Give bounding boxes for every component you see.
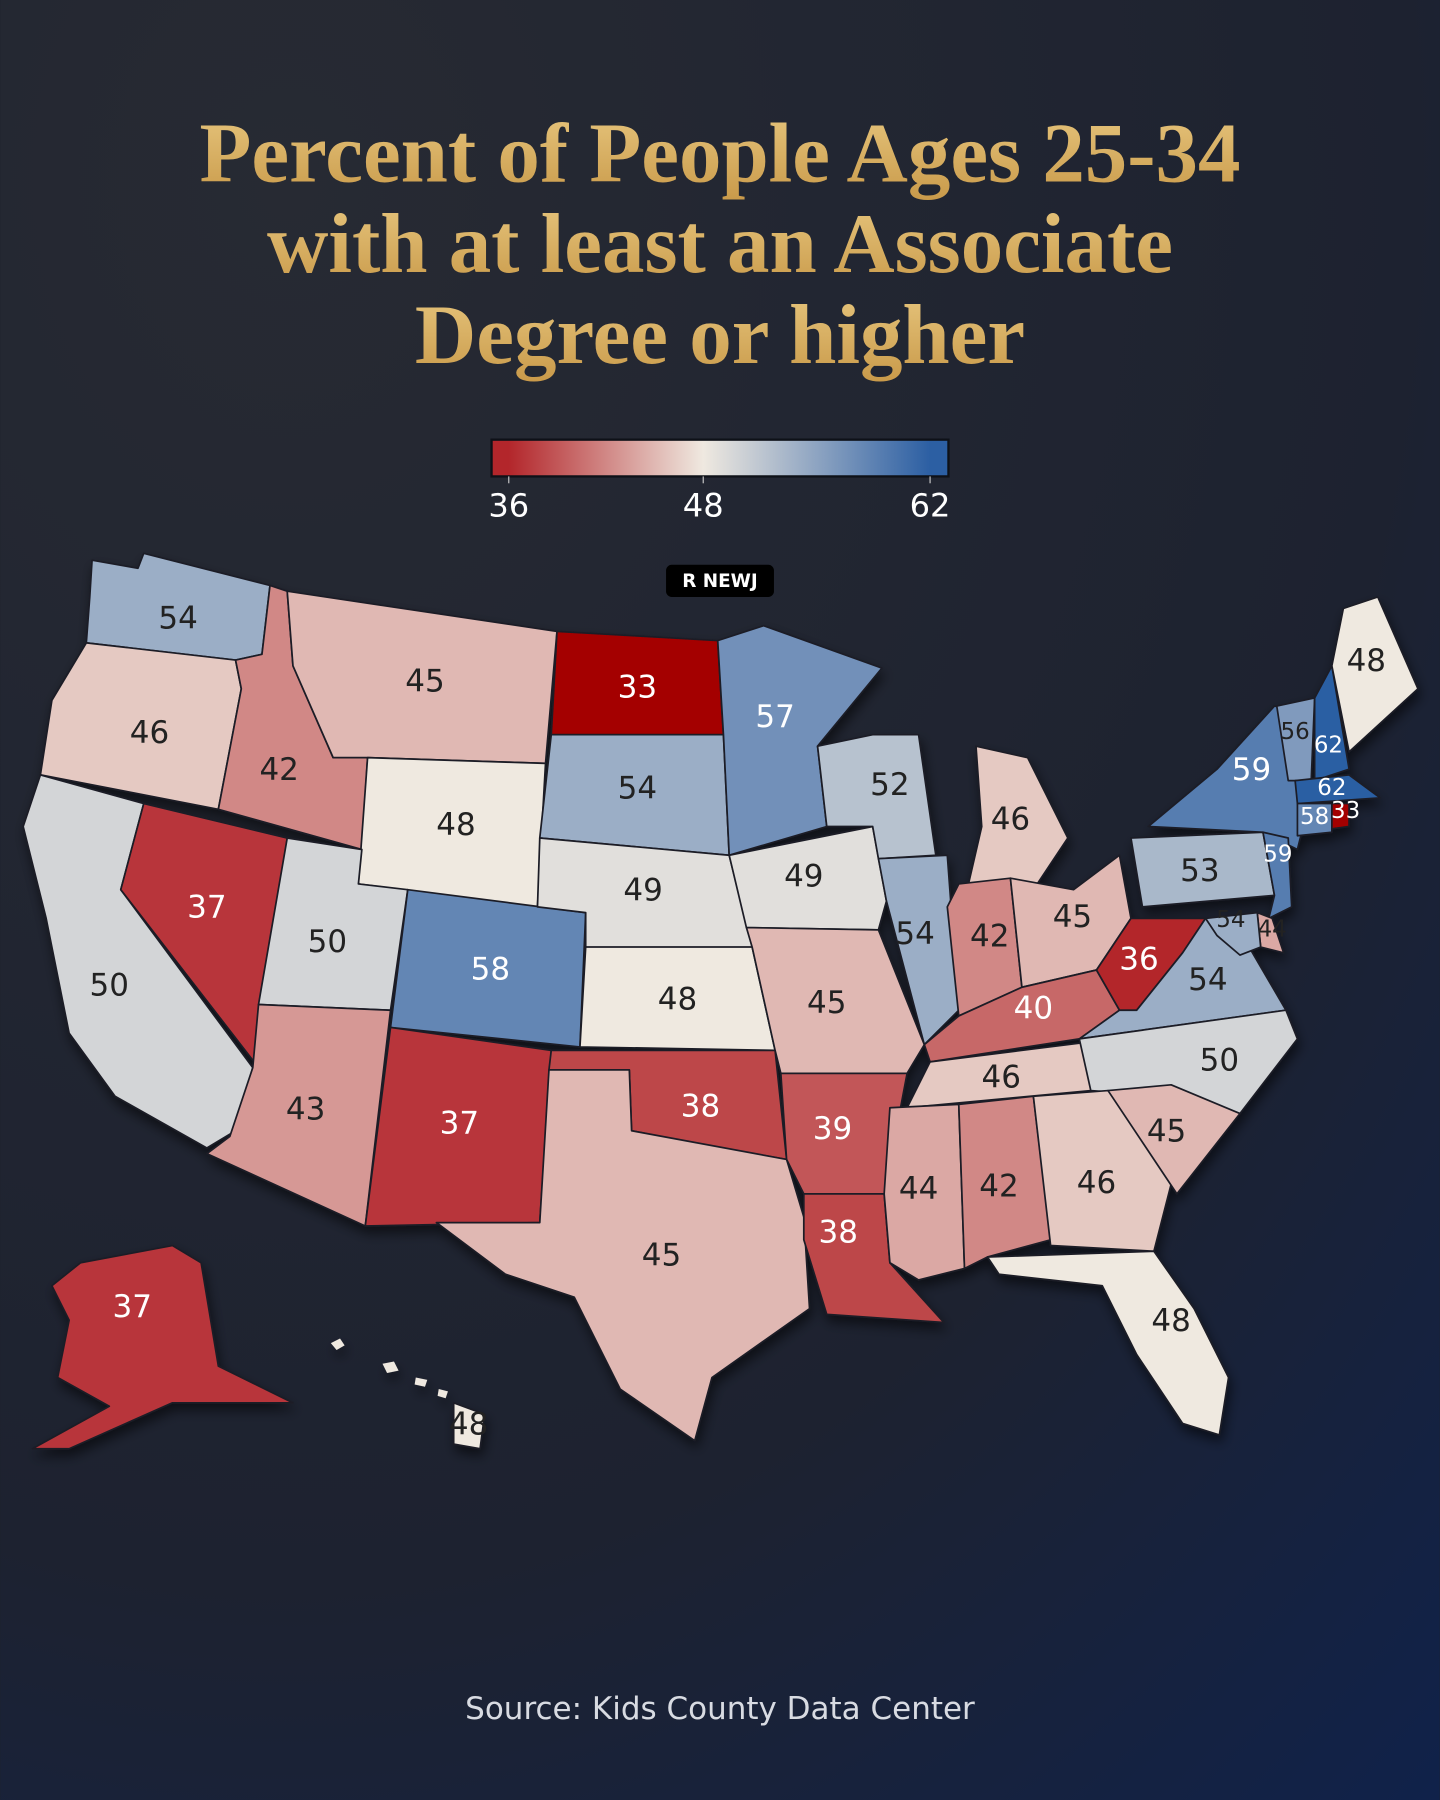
state-value-label: 38: [681, 1088, 720, 1124]
state: [1331, 802, 1350, 830]
state-value-label: 45: [405, 664, 444, 700]
state-value-label: 45: [1053, 899, 1092, 935]
state: [452, 1401, 486, 1450]
state: [435, 1069, 811, 1442]
state-value-label: 52: [870, 767, 909, 803]
state-value-label: 49: [784, 859, 823, 895]
state-value-label: 46: [991, 801, 1030, 837]
legend-bar: [490, 438, 950, 478]
source: Source: Kids County Data Center: [465, 1691, 975, 1727]
state-value-label: 54: [1216, 907, 1245, 933]
state-value-label: 57: [755, 699, 794, 735]
state: [1296, 802, 1333, 837]
state: [31, 1244, 294, 1450]
state-value-label: 45: [1147, 1114, 1186, 1150]
island: [330, 1338, 448, 1399]
state-value-label: 36: [1119, 941, 1158, 977]
state-value-label: 48: [1347, 643, 1386, 679]
state-value-label: 33: [618, 669, 657, 705]
state-value-label: 45: [807, 985, 846, 1021]
state-value-label: 59: [1263, 842, 1292, 868]
legend-tick-label: 62: [910, 486, 951, 524]
state-value-label: 42: [259, 752, 298, 788]
state-value-label: 46: [1077, 1165, 1116, 1201]
state-value-label: 54: [158, 600, 197, 636]
state: [1294, 774, 1381, 805]
watermark: R NEWJ: [682, 571, 758, 592]
state-value-label: 62: [1314, 733, 1343, 759]
state-value-label: 46: [130, 715, 169, 751]
state: [728, 825, 888, 931]
state-value-label: 40: [1014, 991, 1053, 1027]
state: [1262, 831, 1293, 920]
state-value-label: 48: [449, 1406, 488, 1442]
state-value-label: 50: [90, 968, 129, 1004]
state-value-label: 58: [471, 952, 510, 988]
state-value-label: 48: [658, 982, 697, 1018]
title: Percent of People Ages 25-34 with at lea…: [200, 106, 1241, 381]
state-value-label: 44: [899, 1171, 938, 1207]
state: [986, 1250, 1230, 1436]
legend-tick-label: 48: [683, 486, 724, 524]
watermark-badge: [666, 564, 774, 597]
state-value-label: 48: [436, 807, 475, 843]
labels: 54 46 50 37 42 45 48 50 43 58 37 33 54 49 48 38 45 57 49 45…: [90, 600, 1386, 1442]
title-line: Percent of People Ages 25-34: [200, 106, 1241, 200]
state-value-label: 33: [1331, 798, 1360, 824]
state-value-label: 50: [1200, 1042, 1239, 1078]
state: [1313, 664, 1350, 782]
state-value-label: 56: [1281, 719, 1310, 745]
state-value-label: 48: [1151, 1303, 1190, 1339]
map: [22, 552, 1419, 1450]
state-value-label: 39: [813, 1111, 852, 1147]
state: [1331, 596, 1419, 753]
state: [957, 1095, 1052, 1270]
state-value-label: 46: [982, 1060, 1021, 1096]
title-line: with at least an Associate: [267, 197, 1173, 291]
state-value-label: 43: [286, 1092, 325, 1128]
state-value-label: 38: [819, 1215, 858, 1251]
state-value-label: 50: [308, 924, 347, 960]
state-value-label: 45: [642, 1238, 681, 1274]
state-value-label: 42: [970, 918, 1009, 954]
state: [206, 1003, 392, 1227]
state-value-label: 54: [1188, 962, 1227, 998]
state: [1204, 911, 1262, 956]
state-value-label: 53: [1180, 853, 1219, 889]
state: [877, 854, 960, 1046]
state-value-label: 59: [1232, 752, 1271, 788]
state: [1107, 1083, 1241, 1195]
state-value-label: 54: [895, 916, 934, 952]
state-value-label: 37: [440, 1106, 479, 1142]
legend: 36 48 62: [488, 438, 951, 524]
state-value-label: 44: [1258, 916, 1287, 942]
state-value-label: 37: [113, 1289, 152, 1325]
state-value-label: 42: [979, 1169, 1018, 1205]
title-line: Degree or higher: [415, 288, 1025, 382]
state-value-label: 49: [623, 872, 662, 908]
state-value-label: 58: [1300, 804, 1329, 830]
state-value-label: 54: [618, 770, 657, 806]
legend-tick-label: 36: [488, 486, 529, 524]
state-value-label: 62: [1317, 775, 1346, 801]
state-value-label: 37: [187, 890, 226, 926]
